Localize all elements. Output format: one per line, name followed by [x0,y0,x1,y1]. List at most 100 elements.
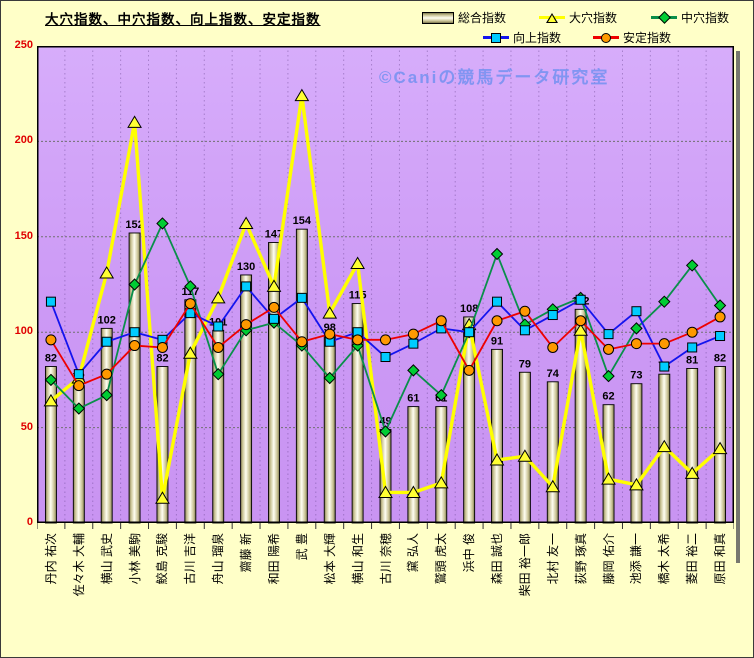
circle-marker [240,319,252,331]
x-axis-label: 鮫島 克駿 [155,533,170,585]
circle-marker [603,343,615,355]
x-axis-label: 丹内 祐次 [43,533,58,585]
square-marker [45,296,56,307]
circle-marker [575,315,587,327]
triangle-marker [378,485,393,498]
triangle-marker [545,479,561,493]
square-marker [631,306,642,317]
square-marker [464,327,475,338]
legend-item-antei: 安定指数 [593,29,671,46]
square-marker [129,327,140,338]
bar-value-label: 152 [125,219,143,231]
x-axis-label: 菱田 裕二 [685,533,700,585]
legend-label: 安定指数 [623,31,672,45]
bar-齋藤 新 [240,274,253,524]
plot-frame [37,46,734,523]
triangle-marker [182,346,198,359]
square-marker [241,281,252,292]
diamond-marker [602,369,615,383]
circle-marker [463,364,475,376]
bar-value-label: 73 [630,370,642,382]
blue-line-square-icon [483,32,509,43]
circle-marker [324,328,336,340]
circle-marker [380,334,391,346]
triangle-marker [266,279,282,292]
bar-菱田 裕二 [686,368,699,524]
square-marker [715,331,726,342]
circle-marker [658,338,670,350]
diamond-marker [156,217,169,230]
x-axis-label: 橋木 太希 [657,533,672,585]
triangle-marker [294,88,310,102]
bar-value-label: 62 [602,391,614,403]
square-marker [73,369,84,380]
square-marker [492,296,503,307]
x-axis-label: 舟山 瑠泉 [211,533,226,585]
triangle-marker [99,266,115,279]
x-axis-label: 横山 和生 [350,533,365,585]
bar-value-label: 82 [45,353,57,365]
x-axis-label: 柴田 裕一郎 [517,533,532,597]
diamond-marker [713,299,727,312]
square-marker [687,342,698,353]
yellow-line-triangle-icon [539,12,565,23]
diamond-marker [630,322,643,335]
triangle-marker [406,485,421,498]
square-marker [380,352,391,363]
triangle-marker [155,491,170,504]
x-axis-label: 森田 誠也 [490,533,505,585]
bar-北村 友一 [546,381,559,524]
diamond-marker [184,280,197,293]
circle-marker [435,315,447,327]
diamond-marker [685,259,699,272]
triangle-marker [322,306,338,319]
diamond-marker [323,371,336,385]
legend-item-sougou: 総合指数 [422,9,506,26]
bar-古川 吉洋 [184,299,197,524]
square-marker [659,361,670,372]
x-axis-label: 和田 陽希 [266,533,281,585]
bar-value-label: 74 [547,368,560,380]
circle-marker [268,301,280,313]
x-axis-label: 武 豊 [294,533,309,561]
x-axis-label: 黛 弘人 [406,533,421,573]
triangle-marker [629,477,644,491]
triangle-marker [601,472,616,485]
circle-marker [129,340,141,352]
triangle-marker [127,115,142,128]
y-axis-tick-label: 50 [20,420,33,433]
bar-value-label: 130 [237,261,255,273]
triangle-marker [238,216,254,229]
circle-marker [296,336,308,348]
bar-丹内 祐次 [44,366,57,524]
x-axis-label: 齋藤 新 [239,533,254,573]
diamond-marker [658,295,671,308]
square-marker [603,329,614,340]
diamond-marker [72,402,86,415]
diamond-marker [44,373,58,387]
bar-value-label: 115 [349,290,367,302]
circle-marker [519,305,531,317]
triangle-marker [712,441,728,455]
y-axis-tick-label: 200 [14,134,33,147]
bar-value-label: 108 [460,303,478,315]
plot-area: 8272102152821171011301471549811549616110… [36,46,735,531]
x-axis-label: 松本 大輝 [322,533,337,585]
x-axis-label: 古川 奈穂 [378,533,393,585]
circle-marker [630,338,642,350]
green-line-diamond-icon [651,11,677,24]
square-marker [296,292,307,303]
circle-marker [491,315,503,327]
triangle-marker [433,475,449,489]
circle-marker [407,328,419,340]
triangle-marker [573,323,589,336]
diamond-marker [128,278,141,291]
triangle-marker [489,453,505,466]
x-axis-label: 浜中 俊 [462,533,477,573]
legend-item-koujou: 向上指数 [483,29,561,46]
diamond-marker [435,388,448,402]
x-axis-label: 原田 和真 [713,533,728,585]
bar-黛 弘人 [407,406,420,524]
bar-value-label: 79 [519,358,531,370]
